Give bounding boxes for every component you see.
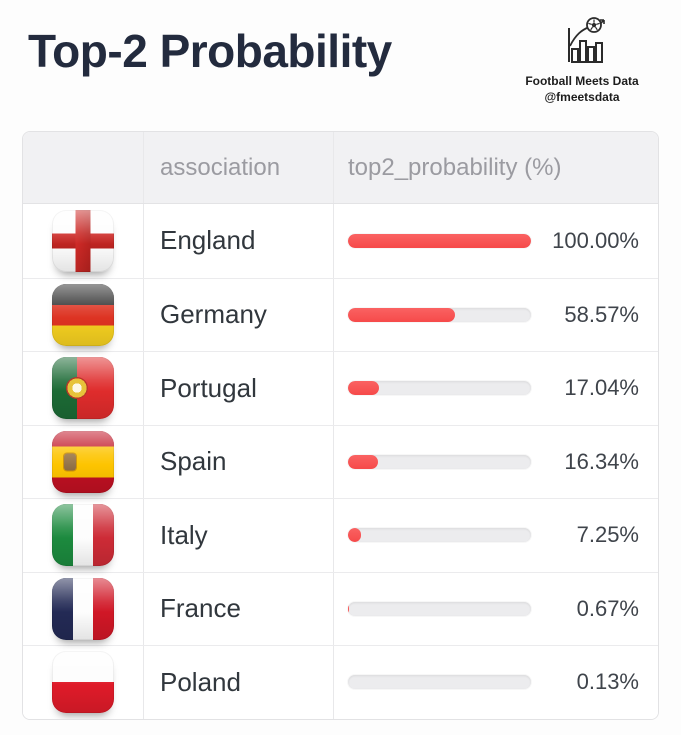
flag-cell — [23, 499, 144, 572]
probability-bar-track — [348, 454, 531, 469]
italy-flag-icon — [52, 504, 114, 567]
header-cell-flag — [23, 132, 144, 203]
probability-value: 17.04% — [564, 375, 639, 401]
table-row: England 100.00% — [23, 204, 658, 278]
probability-cell: 0.13% — [334, 646, 658, 719]
probability-value: 16.34% — [564, 448, 639, 474]
probability-cell: 100.00% — [334, 204, 658, 278]
probability-bar-track — [348, 381, 531, 396]
flag-cell — [23, 352, 144, 425]
france-flag-icon — [52, 577, 114, 640]
england-flag-icon — [52, 209, 114, 272]
association-cell: Germany — [144, 278, 334, 351]
table-row: Poland 0.13% — [23, 645, 658, 719]
association-cell: Spain — [144, 425, 334, 498]
association-cell: Poland — [144, 646, 334, 719]
probability-bar-fill — [348, 601, 350, 616]
germany-flag-icon — [52, 283, 114, 346]
probability-bar-track — [348, 307, 531, 322]
probability-bar-track — [348, 601, 531, 616]
table-row: Germany 58.57% — [23, 277, 658, 352]
probability-value: 58.57% — [564, 301, 639, 327]
table-row: Italy 7.25% — [23, 498, 658, 572]
association-name: France — [160, 593, 241, 624]
probability-cell: 58.57% — [334, 279, 658, 352]
table-row: France 0.67% — [23, 571, 658, 646]
probability-bar-track — [348, 528, 531, 543]
probability-bar-track — [348, 675, 531, 690]
probability-cell: 7.25% — [334, 499, 658, 572]
association-name: Poland — [160, 666, 241, 697]
header-cell-association: association — [144, 132, 334, 203]
association-cell: Portugal — [144, 352, 334, 425]
flag-cell — [23, 204, 144, 278]
probability-value: 0.13% — [576, 669, 639, 695]
association-cell: England — [144, 204, 334, 278]
poland-flag-icon — [52, 651, 114, 714]
probability-cell: 16.34% — [334, 426, 658, 499]
association-cell: France — [144, 572, 334, 645]
flag-cell — [23, 572, 144, 645]
probability-bar-fill — [348, 528, 362, 543]
association-name: Spain — [160, 446, 227, 477]
bar-chart-football-icon — [556, 16, 608, 68]
brand-handle: @fmeetsdata — [544, 90, 620, 104]
probability-cell: 0.67% — [334, 573, 658, 646]
header-cell-probability: top2_probability (%) — [334, 132, 658, 203]
header-probability-label: top2_probability (%) — [348, 153, 562, 181]
flag-cell — [23, 278, 144, 351]
probability-value: 100.00% — [552, 227, 639, 253]
probability-bar-fill — [348, 454, 378, 469]
brand-name: Football Meets Data — [525, 74, 639, 88]
probability-cell: 17.04% — [334, 352, 658, 425]
probability-bar-fill — [348, 381, 380, 396]
probability-bar-track — [348, 233, 531, 248]
spain-flag-icon — [52, 430, 114, 493]
table-row: Portugal 17.04% — [23, 351, 658, 425]
table-body: England 100.00% Germany 58.57% Portugal — [23, 204, 658, 719]
association-cell: Italy — [144, 499, 334, 572]
association-name: Italy — [160, 519, 208, 550]
probability-value: 0.67% — [576, 595, 639, 621]
association-name: England — [160, 225, 256, 256]
association-name: Germany — [160, 299, 267, 330]
brand: Football Meets Data @fmeetsdata — [497, 16, 667, 104]
flag-cell — [23, 425, 144, 498]
table-header-row: association top2_probability (%) — [23, 132, 658, 204]
probability-bar-fill — [348, 307, 456, 322]
table-row: Spain 16.34% — [23, 424, 658, 499]
association-name: Portugal — [160, 372, 257, 403]
probability-bar-fill — [348, 233, 531, 248]
portugal-flag-icon — [52, 357, 114, 420]
probability-value: 7.25% — [576, 522, 639, 548]
flag-cell — [23, 646, 144, 719]
probability-table: association top2_probability (%) England… — [22, 131, 659, 720]
page-title: Top-2 Probability — [28, 25, 392, 77]
